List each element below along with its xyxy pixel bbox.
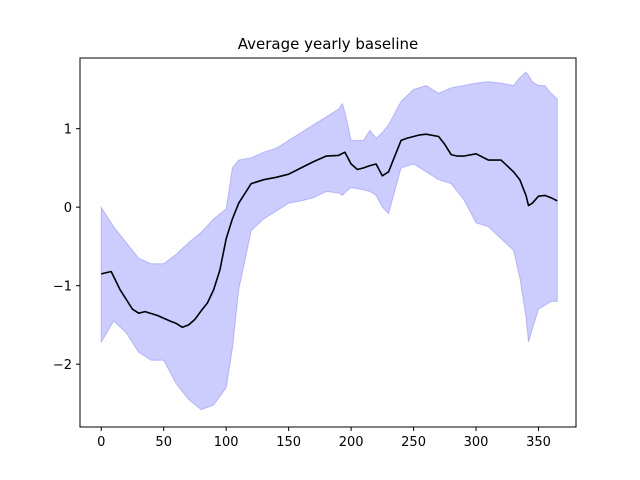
x-tick-label: 150	[276, 435, 301, 450]
x-tick-label: 50	[155, 435, 172, 450]
y-tick-label: 1	[64, 123, 72, 138]
chart-title: Average yearly baseline	[238, 35, 418, 53]
y-tick-label: −2	[53, 358, 72, 373]
axes-frame	[79, 57, 577, 428]
y-tick-label: 0	[64, 201, 72, 216]
x-tick-label: 100	[214, 435, 239, 450]
plot-area	[100, 71, 558, 411]
baseline-band	[100, 71, 558, 411]
x-tick-label: 250	[401, 435, 426, 450]
x-tick-label: 350	[526, 435, 551, 450]
axes: 0 50 100 150 200 250 300 350 −2 −1 0 1	[53, 57, 577, 450]
x-tick-label: 0	[97, 435, 105, 450]
x-tick-label: 200	[339, 435, 364, 450]
y-tick-label: −1	[53, 280, 72, 295]
x-tick-label: 300	[464, 435, 489, 450]
baseline-mean-line	[101, 133, 558, 329]
